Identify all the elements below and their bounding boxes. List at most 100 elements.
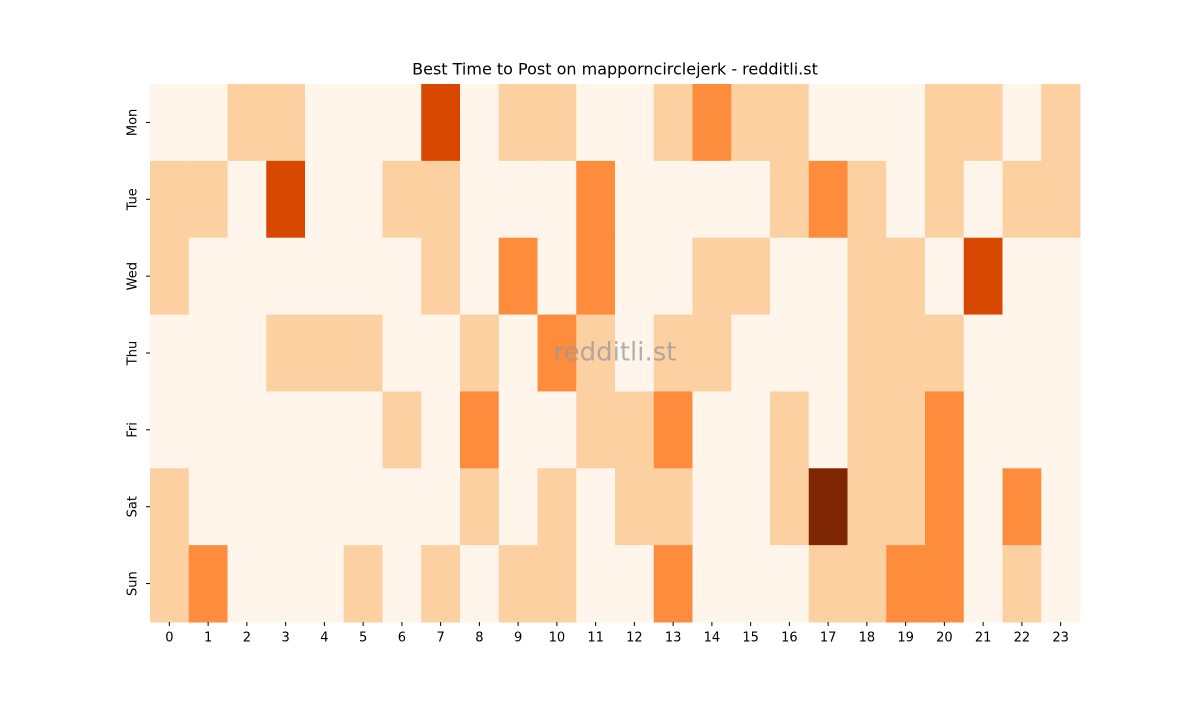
x-tick-label: 3 xyxy=(281,631,289,646)
cell xyxy=(421,545,461,623)
x-tick-label: 6 xyxy=(398,631,406,646)
cell xyxy=(150,237,190,316)
cell xyxy=(731,545,771,623)
cell xyxy=(653,314,693,392)
cell xyxy=(266,391,306,469)
cell xyxy=(343,391,383,469)
cell xyxy=(266,160,306,239)
cell xyxy=(615,391,655,469)
cell xyxy=(343,314,383,392)
cell xyxy=(421,237,461,316)
cell xyxy=(653,237,693,316)
cell xyxy=(576,84,616,162)
cell xyxy=(150,391,190,469)
cell xyxy=(150,468,190,546)
cell xyxy=(266,545,306,623)
x-tick-label: 19 xyxy=(897,631,914,646)
y-tick-label: Thu xyxy=(126,341,141,366)
cell xyxy=(576,391,616,469)
cell xyxy=(925,468,965,546)
y-tick-label: Mon xyxy=(126,109,141,136)
cell xyxy=(576,160,616,239)
cell xyxy=(925,160,965,239)
cell xyxy=(382,237,422,316)
x-tick-label: 15 xyxy=(742,631,759,646)
cell xyxy=(266,314,306,392)
cell xyxy=(305,391,345,469)
cell xyxy=(770,545,810,623)
cell xyxy=(615,237,655,316)
cell xyxy=(1041,391,1081,469)
cell xyxy=(925,237,965,316)
cell xyxy=(305,545,345,623)
cell xyxy=(692,391,732,469)
cell xyxy=(343,84,383,162)
cell xyxy=(188,84,228,162)
cell xyxy=(227,160,267,239)
x-tick-label: 7 xyxy=(436,631,444,646)
cell xyxy=(498,84,538,162)
cell xyxy=(382,545,422,623)
cell xyxy=(886,84,926,162)
cell xyxy=(731,314,771,392)
cell xyxy=(963,237,1003,316)
cell xyxy=(576,468,616,546)
cell xyxy=(188,160,228,239)
cell xyxy=(1002,545,1042,623)
x-tick-label: 9 xyxy=(514,631,522,646)
cell xyxy=(150,545,190,623)
y-tick-label: Sat xyxy=(126,496,141,517)
cell xyxy=(537,84,577,162)
cell xyxy=(615,545,655,623)
cell xyxy=(847,84,887,162)
cell xyxy=(188,545,228,623)
x-tick-label: 16 xyxy=(781,631,798,646)
cell xyxy=(615,84,655,162)
cell xyxy=(770,237,810,316)
cell xyxy=(498,160,538,239)
cell xyxy=(227,391,267,469)
cell xyxy=(150,160,190,239)
cell xyxy=(770,84,810,162)
cell xyxy=(963,391,1003,469)
cell xyxy=(731,84,771,162)
cell xyxy=(963,160,1003,239)
cell xyxy=(925,314,965,392)
cell xyxy=(382,468,422,546)
cell xyxy=(266,468,306,546)
cell xyxy=(460,468,500,546)
cell xyxy=(576,314,616,392)
cell xyxy=(576,237,616,316)
cell xyxy=(1002,160,1042,239)
cell xyxy=(692,314,732,392)
x-tick-label: 21 xyxy=(975,631,992,646)
y-tick-label: Sun xyxy=(126,571,141,596)
cell xyxy=(1041,160,1081,239)
cell xyxy=(343,468,383,546)
cell xyxy=(653,391,693,469)
cell xyxy=(421,160,461,239)
cell xyxy=(925,84,965,162)
cell xyxy=(498,314,538,392)
cell xyxy=(1002,314,1042,392)
x-tick-label: 17 xyxy=(820,631,837,646)
cell xyxy=(847,314,887,392)
cell xyxy=(770,468,810,546)
x-tick-label: 11 xyxy=(587,631,604,646)
cell xyxy=(847,545,887,623)
cell xyxy=(963,468,1003,546)
chart-title: Best Time to Post on mapporncirclejerk -… xyxy=(412,60,818,79)
cell xyxy=(227,545,267,623)
cell xyxy=(925,545,965,623)
cell xyxy=(731,237,771,316)
cell xyxy=(1002,237,1042,316)
cell xyxy=(266,237,306,316)
x-tick-label: 12 xyxy=(626,631,643,646)
x-tick-label: 1 xyxy=(204,631,212,646)
cell xyxy=(498,545,538,623)
cell xyxy=(227,468,267,546)
cell xyxy=(886,160,926,239)
cell xyxy=(498,237,538,316)
cell xyxy=(963,84,1003,162)
